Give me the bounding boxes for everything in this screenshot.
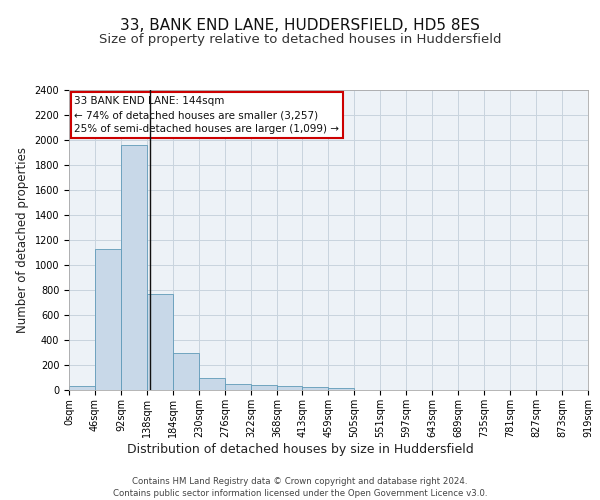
Text: 33 BANK END LANE: 144sqm
← 74% of detached houses are smaller (3,257)
25% of sem: 33 BANK END LANE: 144sqm ← 74% of detach…	[74, 96, 339, 134]
Text: Size of property relative to detached houses in Huddersfield: Size of property relative to detached ho…	[99, 32, 501, 46]
Bar	[328, 388, 354, 390]
Bar	[121, 145, 147, 390]
Bar	[199, 378, 225, 390]
Bar	[251, 385, 277, 390]
Text: 33, BANK END LANE, HUDDERSFIELD, HD5 8ES: 33, BANK END LANE, HUDDERSFIELD, HD5 8ES	[120, 18, 480, 32]
Y-axis label: Number of detached properties: Number of detached properties	[16, 147, 29, 333]
Text: Distribution of detached houses by size in Huddersfield: Distribution of detached houses by size …	[127, 442, 473, 456]
Bar	[225, 384, 251, 390]
Bar	[147, 294, 173, 390]
Text: Contains HM Land Registry data © Crown copyright and database right 2024.
Contai: Contains HM Land Registry data © Crown c…	[113, 476, 487, 498]
Bar	[277, 386, 302, 390]
Bar	[302, 387, 328, 390]
Bar	[95, 248, 121, 390]
Bar	[173, 352, 199, 390]
Bar	[69, 386, 95, 390]
